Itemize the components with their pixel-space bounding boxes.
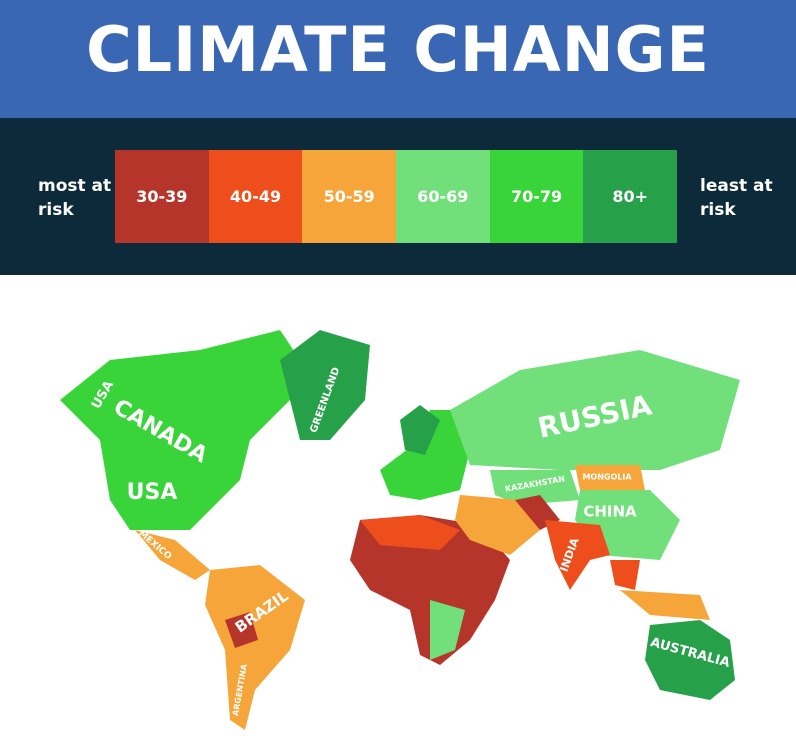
legend-item: 30-39 [115, 150, 209, 243]
legend-item: 80+ [583, 150, 678, 243]
indonesia [620, 590, 710, 620]
bolivia [225, 612, 258, 648]
southeast-asia [610, 560, 640, 590]
north-africa [360, 515, 460, 550]
country-label: MONGOLIA [582, 473, 632, 482]
mongolia [575, 465, 645, 490]
country-label: USA [127, 480, 178, 505]
scandinavia [400, 405, 440, 455]
africa [350, 515, 510, 665]
southern-africa [430, 600, 465, 660]
middle-east [455, 495, 540, 555]
greenland [280, 330, 370, 440]
legend-boxes: 30-39 40-49 50-59 60-69 70-79 80+ [115, 150, 678, 243]
legend-left-label: most at risk [38, 176, 112, 220]
legend-item: 70-79 [489, 150, 584, 243]
north-america [60, 330, 300, 530]
country-label: CHINA [583, 503, 637, 521]
russia [450, 350, 740, 470]
central-america [135, 530, 210, 580]
south-america [205, 565, 305, 730]
title: CLIMATE CHANGE [0, 0, 796, 118]
legend: most at risk 30-39 40-49 50-59 60-69 70-79 80… [0, 118, 796, 275]
legend-item: 40-49 [208, 150, 303, 243]
india [545, 520, 610, 590]
kazakhstan [490, 470, 580, 505]
legend-item: 60-69 [396, 150, 490, 243]
australia [645, 620, 735, 700]
legend-item: 50-59 [302, 150, 397, 243]
landmasses [60, 330, 740, 730]
legend-right-label: least at risk [700, 176, 773, 220]
